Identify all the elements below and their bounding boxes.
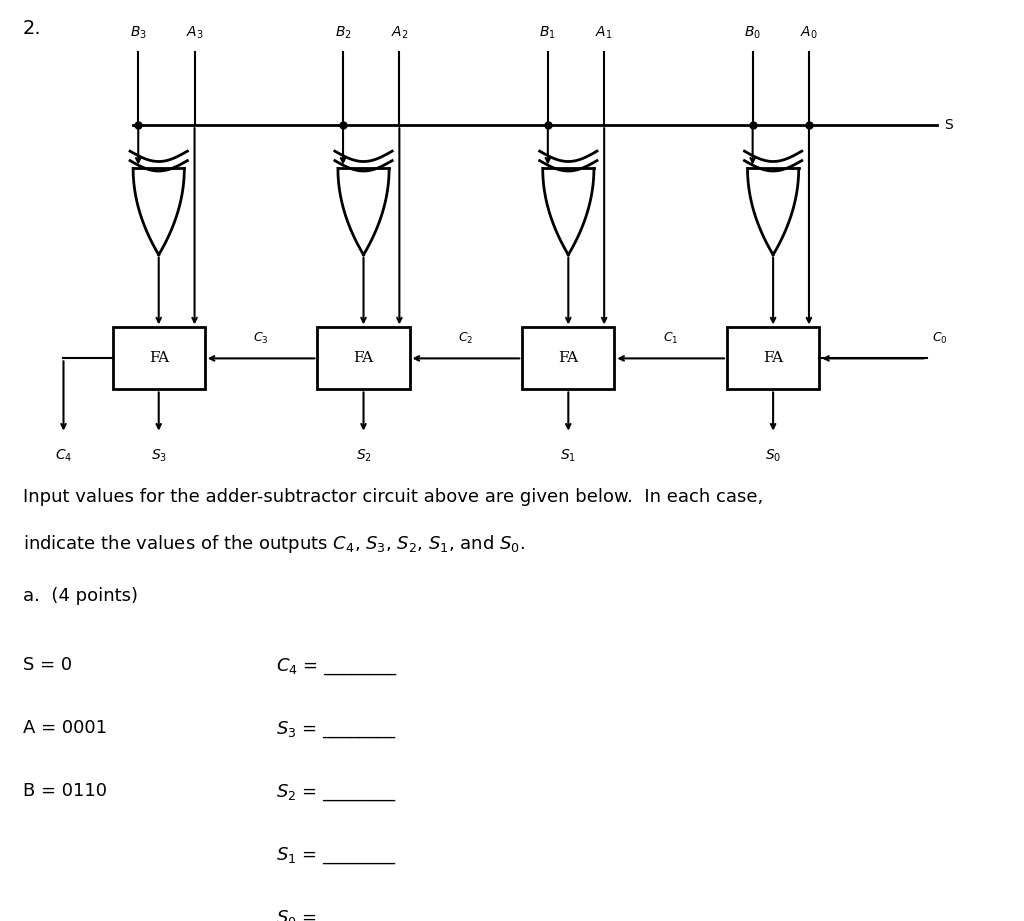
Text: $A_3$: $A_3$	[185, 25, 204, 41]
Text: $S_3$: $S_3$	[151, 448, 167, 464]
Text: A = 0001: A = 0001	[23, 719, 106, 738]
FancyBboxPatch shape	[522, 327, 614, 390]
Text: $S_0$: $S_0$	[765, 448, 781, 464]
FancyBboxPatch shape	[317, 327, 410, 390]
Text: $C_3$: $C_3$	[253, 332, 269, 346]
Text: $B_0$: $B_0$	[744, 25, 761, 41]
Text: $S_3$ = ________: $S_3$ = ________	[276, 719, 397, 740]
Text: S = 0: S = 0	[23, 657, 72, 674]
Polygon shape	[748, 169, 799, 255]
Text: S: S	[944, 118, 953, 133]
FancyBboxPatch shape	[113, 327, 205, 390]
Polygon shape	[543, 169, 594, 255]
Text: B = 0110: B = 0110	[23, 783, 106, 800]
Text: $S_2$ = ________: $S_2$ = ________	[276, 783, 397, 803]
Text: $A_1$: $A_1$	[595, 25, 613, 41]
Text: $S_1$ = ________: $S_1$ = ________	[276, 845, 397, 866]
Text: Input values for the adder-subtractor circuit above are given below.  In each ca: Input values for the adder-subtractor ci…	[23, 488, 763, 506]
Text: $B_1$: $B_1$	[540, 25, 556, 41]
Text: $S_0$ = ________: $S_0$ = ________	[276, 908, 397, 921]
Text: indicate the values of the outputs $C_4$, $S_3$, $S_2$, $S_1$, and $S_0$.: indicate the values of the outputs $C_4$…	[23, 533, 524, 554]
Text: $B_2$: $B_2$	[335, 25, 351, 41]
Text: $C_0$: $C_0$	[932, 332, 947, 346]
FancyBboxPatch shape	[727, 327, 819, 390]
Text: a.  (4 points): a. (4 points)	[23, 588, 137, 605]
Polygon shape	[133, 169, 184, 255]
Text: FA: FA	[353, 352, 374, 366]
Polygon shape	[338, 169, 389, 255]
Text: $A_0$: $A_0$	[800, 25, 818, 41]
Text: 2.: 2.	[23, 19, 41, 38]
Text: $C_1$: $C_1$	[663, 332, 679, 346]
Text: $A_2$: $A_2$	[390, 25, 409, 41]
Text: FA: FA	[763, 352, 783, 366]
Text: FA: FA	[558, 352, 579, 366]
Text: $C_4$ = ________: $C_4$ = ________	[276, 657, 398, 677]
Text: $C_2$: $C_2$	[459, 332, 473, 346]
Text: $S_1$: $S_1$	[560, 448, 577, 464]
Text: FA: FA	[148, 352, 169, 366]
Text: $B_3$: $B_3$	[130, 25, 146, 41]
Text: $S_2$: $S_2$	[355, 448, 372, 464]
Text: $C_4$: $C_4$	[55, 448, 72, 464]
